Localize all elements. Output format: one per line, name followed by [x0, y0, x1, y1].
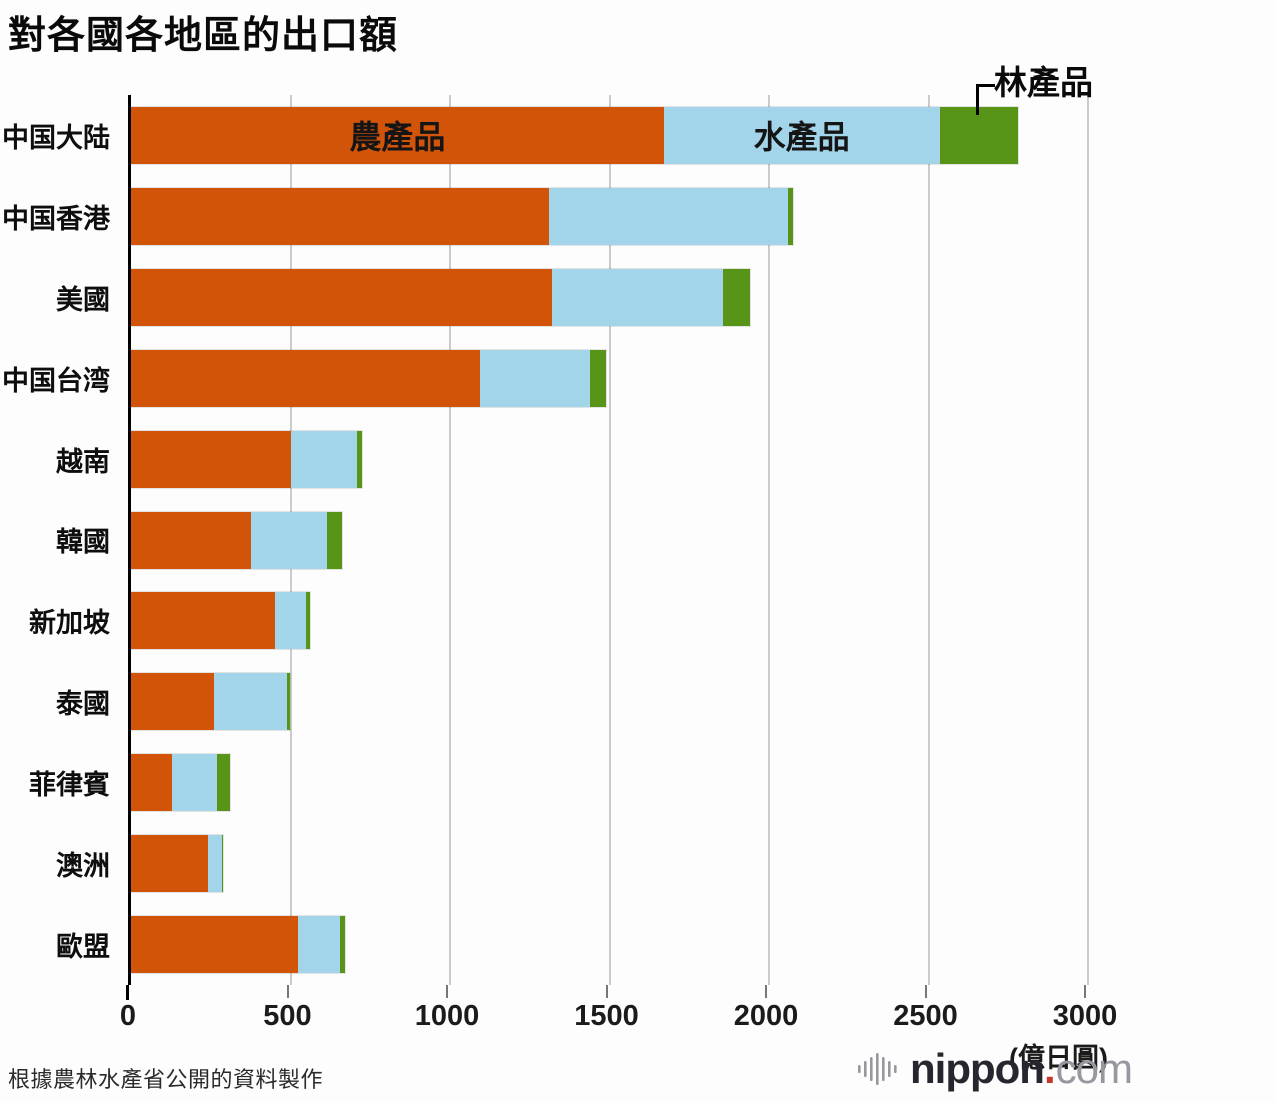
- bar-segment-forest: [788, 187, 793, 245]
- nippon-logo: nippon.com: [856, 1044, 1133, 1094]
- bar-row-2: [131, 187, 793, 245]
- category-label-4: 中国台湾: [2, 365, 110, 396]
- bar-segment-fish: [250, 511, 328, 569]
- logo-word-nippon: nippon: [910, 1045, 1045, 1092]
- bar-segment-fish: [480, 349, 591, 407]
- bar-segment-agri: [131, 673, 214, 731]
- category-label-6: 韓國: [56, 527, 110, 558]
- category-label-11: 歐盟: [56, 932, 110, 963]
- gridline-2000: [768, 95, 770, 985]
- bar-segment-agri: [131, 349, 481, 407]
- bar-segment-fish: [290, 430, 358, 488]
- bar-row-3: [131, 268, 750, 326]
- bar-segment-fish: [552, 268, 723, 326]
- gridline-3000: [1087, 95, 1089, 985]
- x-tick-1000: [446, 985, 448, 998]
- bar-segment-agri: [131, 754, 173, 812]
- bar-segment-fish: [274, 592, 307, 650]
- gridline-1000: [449, 95, 451, 985]
- category-label-2: 中国香港: [2, 203, 110, 234]
- x-tick-500: [286, 985, 289, 998]
- bar-segment-fish: [548, 187, 789, 245]
- category-label-5: 越南: [56, 446, 110, 477]
- series-label-agri: 農產品: [349, 119, 446, 156]
- bar-segment-agri: [131, 187, 549, 245]
- category-label-1: 中国大陆: [2, 122, 110, 153]
- forest-annotation-connector-line: [976, 84, 995, 115]
- x-tick-3000: [1084, 985, 1086, 998]
- bar-row-9: [131, 754, 230, 812]
- series-label-fish: 水產品: [753, 119, 850, 156]
- category-label-7: 新加坡: [29, 608, 110, 639]
- chart-title: 對各國各地區的出口額: [8, 15, 399, 57]
- logo-wordmark: nippon.com: [910, 1044, 1133, 1094]
- bar-segment-agri: 農產品: [131, 106, 664, 164]
- bar-segment-agri: [131, 916, 299, 974]
- source-note: 根據農林水產省公開的資料製作: [8, 1067, 324, 1092]
- bar-row-1: 農產品 水產品: [131, 106, 1018, 164]
- x-tick-label-1000: 1000: [414, 1000, 480, 1032]
- x-tick-label-2500: 2500: [893, 1000, 958, 1032]
- axis-unit-label: (億日圓): [1009, 1043, 1108, 1073]
- bar-segment-agri: [131, 430, 291, 488]
- soundwave-icon: [858, 1053, 897, 1085]
- bar-segment-forest: [327, 511, 342, 569]
- bar-segment-forest: [217, 754, 230, 812]
- gridline-2500: [927, 95, 930, 985]
- bar-segment-fish: [172, 754, 218, 812]
- x-tick-label-500: 500: [263, 1000, 312, 1032]
- x-tick-label-3000: 3000: [1052, 1000, 1118, 1032]
- x-tick-label-0: 0: [119, 1000, 137, 1032]
- bar-segment-forest: [287, 673, 291, 731]
- gridline-1500: [608, 95, 611, 985]
- x-tick-label-2000: 2000: [733, 1000, 799, 1032]
- bar-segment-forest: [939, 106, 1018, 164]
- bar-row-4: [131, 349, 607, 407]
- forest-series-label: 林產品: [994, 64, 1093, 101]
- category-label-10: 澳洲: [56, 851, 110, 882]
- bar-segment-fish: [213, 673, 288, 731]
- bar-segment-forest: [221, 835, 224, 893]
- bar-segment-forest: [339, 916, 345, 974]
- bar-row-7: [131, 592, 310, 650]
- category-label-8: 泰國: [56, 689, 110, 720]
- logo-word-com: com: [1055, 1045, 1133, 1092]
- bar-row-5: [131, 430, 363, 488]
- x-axis-zero-tick: [126, 985, 129, 1000]
- logo-dot: .: [1043, 1045, 1056, 1092]
- bar-segment-agri: [131, 835, 208, 893]
- bar-row-11: [131, 916, 345, 974]
- bar-row-8: [131, 673, 291, 731]
- plot-area: 農產品 水產品: [128, 95, 1119, 985]
- x-tick-label-1500: 1500: [574, 1000, 639, 1032]
- bar-segment-agri: [131, 268, 553, 326]
- bar-row-6: [131, 511, 342, 569]
- x-tick-1500: [605, 985, 608, 998]
- category-label-3: 美國: [56, 284, 110, 315]
- bar-segment-forest: [722, 268, 750, 326]
- x-tick-2500: [924, 985, 927, 998]
- category-label-9: 菲律賓: [29, 770, 110, 801]
- x-tick-2000: [765, 985, 767, 998]
- bar-segment-fish: [298, 916, 340, 974]
- bar-segment-forest: [590, 349, 607, 407]
- bar-segment-agri: [131, 511, 251, 569]
- bar-segment-agri: [131, 592, 275, 650]
- bar-segment-forest: [357, 430, 363, 488]
- bar-segment-forest: [306, 592, 310, 650]
- bar-row-10: [131, 835, 224, 893]
- bar-segment-fish: 水產品: [663, 106, 940, 164]
- bar-segment-fish: [207, 835, 222, 893]
